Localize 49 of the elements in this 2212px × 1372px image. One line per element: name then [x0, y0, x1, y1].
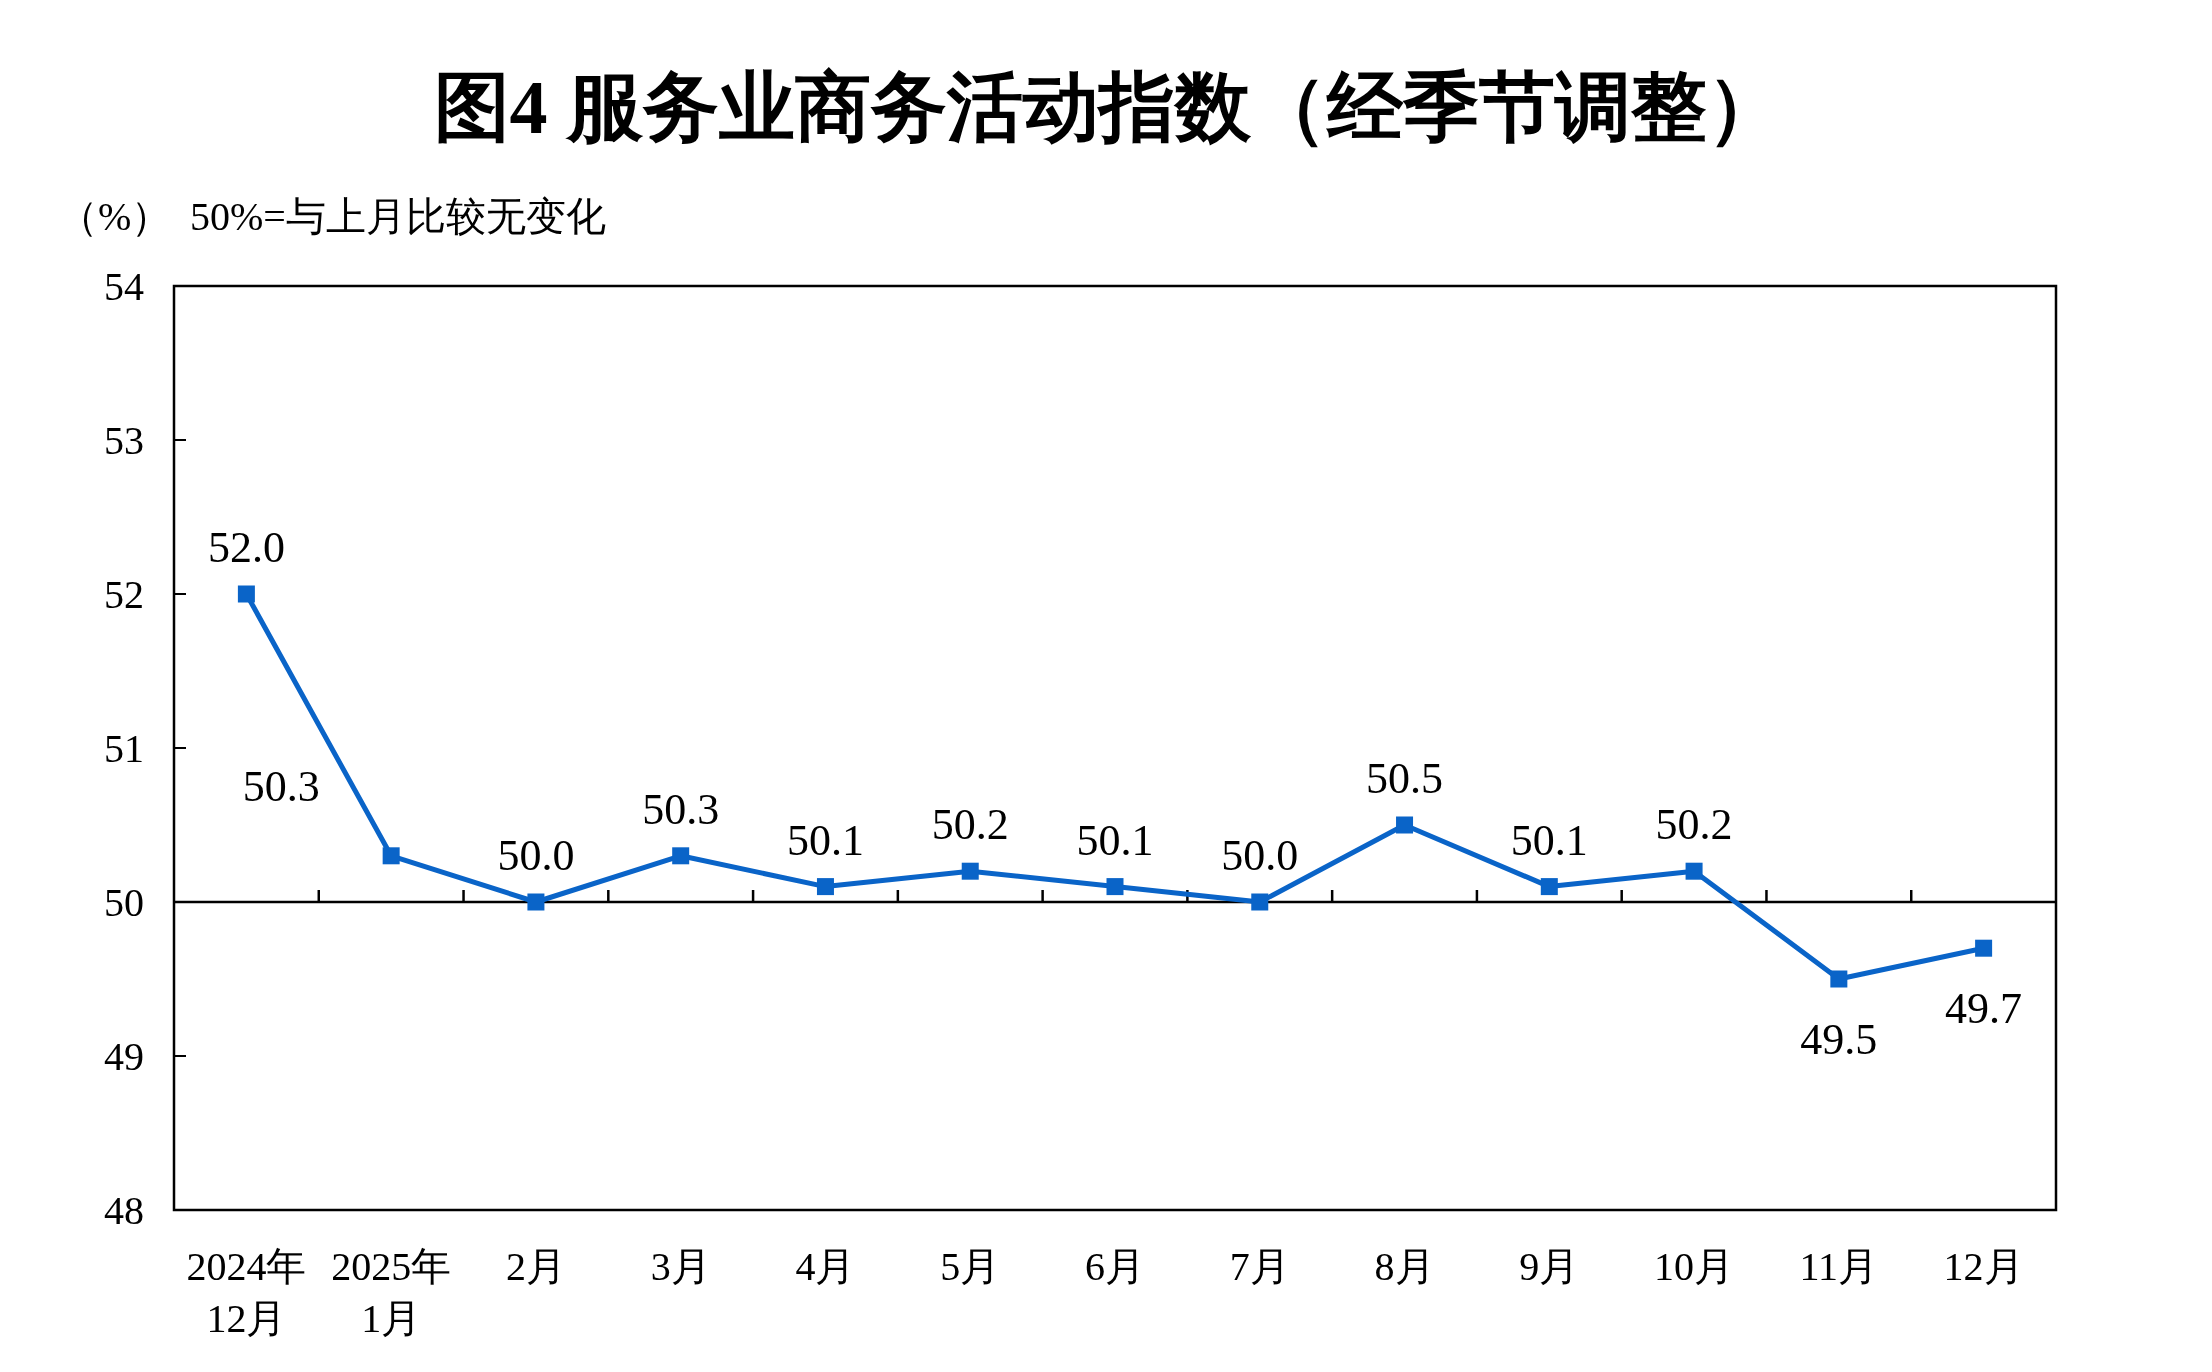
text: 50.0 [497, 831, 575, 880]
y-tick-label: 54 [104, 264, 144, 309]
text: 50%=与上月比较无变化 [190, 194, 606, 239]
point [382, 847, 400, 865]
x-tick-label: 4月 [795, 1244, 856, 1289]
x-tick-label: 3月 [650, 1244, 711, 1289]
point [1106, 878, 1124, 896]
point [1975, 939, 1993, 957]
point [816, 878, 834, 896]
x-tick-label: 10月 [1654, 1244, 1735, 1289]
y-tick-label: 49 [104, 1034, 144, 1079]
point [527, 893, 545, 911]
x-tick-label: 8月 [1374, 1244, 1435, 1289]
text: 50.1 [1510, 815, 1588, 865]
y-tick-label: 51 [104, 726, 144, 771]
x-tick-label: 6月 [1085, 1244, 1145, 1289]
point [1396, 816, 1414, 834]
x-tick-label: 7月 [1229, 1244, 1290, 1289]
text: 52.0 [207, 523, 285, 572]
text: 50.1 [786, 815, 864, 865]
point [961, 862, 979, 880]
text: 50.3 [642, 784, 720, 834]
y-tick-label: 52 [104, 572, 144, 617]
text: 50.2 [1655, 800, 1733, 850]
x-tick-label: 2025年 1月 [331, 1244, 452, 1341]
text: 50.3 [242, 761, 320, 811]
x-tick-label: 11月 [1799, 1244, 1879, 1289]
text: 50.1 [1076, 815, 1154, 865]
x-tick-label: 9月 [1519, 1244, 1580, 1289]
point [1251, 893, 1269, 911]
point [1540, 878, 1558, 896]
text: 50.0 [1221, 831, 1299, 880]
y-tick-label: 53 [104, 418, 144, 463]
y-tick-label: 50 [104, 880, 144, 925]
x-tick-label: 5月 [940, 1244, 1001, 1289]
x-tick-label: 2月 [505, 1244, 566, 1289]
point [237, 585, 255, 603]
y-tick-label: 48 [104, 1188, 144, 1233]
text: 50.5 [1366, 754, 1444, 803]
chart-title: 图4 服务业商务活动指数（经季节调整） [433, 65, 1783, 149]
text: 50.2 [931, 800, 1009, 850]
text: 49.7 [1945, 984, 2023, 1034]
point [1685, 862, 1703, 880]
point [1830, 970, 1848, 988]
point [672, 847, 690, 865]
y-axis-title: （%） [58, 194, 172, 239]
text: 49.5 [1800, 1015, 1878, 1064]
x-tick-label: 2024年 12月 [186, 1244, 307, 1341]
x-tick-label: 12月 [1943, 1244, 2024, 1289]
